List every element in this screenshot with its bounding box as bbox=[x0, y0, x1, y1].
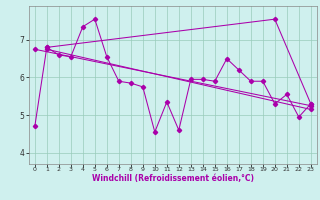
X-axis label: Windchill (Refroidissement éolien,°C): Windchill (Refroidissement éolien,°C) bbox=[92, 174, 254, 183]
